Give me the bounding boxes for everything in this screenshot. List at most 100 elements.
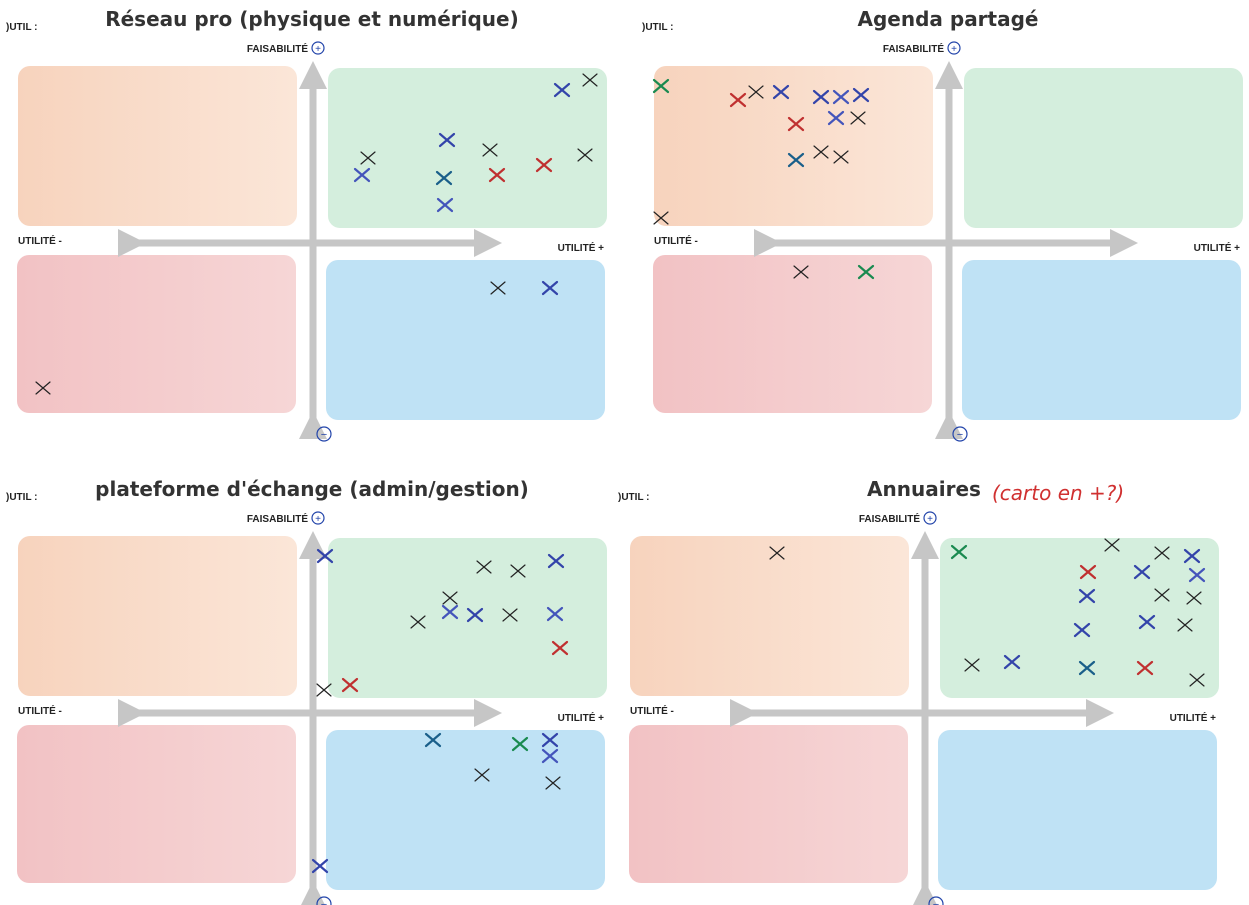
cross-mark xyxy=(466,607,484,623)
y-axis-label: FAISABILITÉ xyxy=(859,512,920,525)
cross-mark xyxy=(787,152,805,168)
y-axis-label: FAISABILITÉ xyxy=(883,42,944,55)
cross-mark xyxy=(653,211,669,225)
cross-mark xyxy=(1138,614,1156,630)
cross-mark xyxy=(438,132,456,148)
cross-mark xyxy=(490,281,506,295)
cross-mark xyxy=(436,197,454,213)
x-axis-minus-label: UTILITÉ - xyxy=(18,704,62,717)
cross-mark xyxy=(1003,654,1021,670)
quadrant-low-utility-high-feasibility xyxy=(18,66,297,226)
y-axis-label: FAISABILITÉ xyxy=(247,512,308,525)
cross-mark xyxy=(1079,564,1097,580)
cross-mark xyxy=(813,145,829,159)
cross-mark xyxy=(652,78,670,94)
quadrant-low-utility-low-feasibility xyxy=(629,725,908,883)
quadrant-high-utility-high-feasibility xyxy=(964,68,1243,228)
cross-mark xyxy=(541,280,559,296)
x-axis-minus-label: UTILITÉ - xyxy=(654,234,698,247)
circle-minus xyxy=(316,896,332,905)
minus-sign: − xyxy=(321,899,327,905)
circle-minus xyxy=(928,896,944,905)
circle-plus xyxy=(311,41,325,55)
cross-mark xyxy=(535,157,553,173)
cross-mark xyxy=(541,732,559,748)
circle-plus xyxy=(923,511,937,525)
quadrant-high-utility-low-feasibility xyxy=(938,730,1217,890)
cross-mark xyxy=(482,143,498,157)
handwritten-marks xyxy=(652,78,875,280)
cross-mark xyxy=(850,111,866,125)
cross-mark xyxy=(582,73,598,87)
cross-mark xyxy=(488,167,506,183)
handwritten-annotation: (carto en +?) xyxy=(992,481,1124,505)
cross-mark xyxy=(793,265,809,279)
cross-mark xyxy=(833,150,849,164)
cross-mark xyxy=(1073,622,1091,638)
quadrant-high-utility-high-feasibility xyxy=(328,68,607,228)
quadrant-sheet: )UTIL : Annuaires (carto en +?) FAISABILITÉ… xyxy=(618,477,1219,905)
cross-mark xyxy=(1078,588,1096,604)
x-axis-plus-label: UTILITÉ + xyxy=(1170,711,1217,724)
circle-minus xyxy=(952,426,968,442)
cross-mark xyxy=(748,85,764,99)
x-axis-plus-label: UTILITÉ + xyxy=(558,241,605,254)
cross-mark xyxy=(442,591,458,605)
plus-sign: + xyxy=(951,44,957,55)
quadrant-low-utility-low-feasibility xyxy=(17,255,296,413)
cross-mark xyxy=(964,658,980,672)
cross-mark xyxy=(729,92,747,108)
plus-sign: + xyxy=(927,514,933,525)
circle-plus xyxy=(311,511,325,525)
sheet-title: plateforme d'échange (admin/gestion) xyxy=(95,477,529,501)
cross-mark xyxy=(547,553,565,569)
cross-mark xyxy=(1154,588,1170,602)
cross-mark xyxy=(316,683,332,697)
x-axis-plus-label: UTILITÉ + xyxy=(558,711,605,724)
sheet-title: Annuaires xyxy=(867,477,981,501)
cross-mark xyxy=(832,89,850,105)
minus-sign: − xyxy=(321,429,327,441)
cross-mark xyxy=(316,548,334,564)
cross-mark xyxy=(950,544,968,560)
cross-mark xyxy=(1189,673,1205,687)
cross-mark xyxy=(1078,660,1096,676)
cross-mark xyxy=(502,608,518,622)
cross-mark xyxy=(435,170,453,186)
sheet-title: Agenda partagé xyxy=(858,7,1039,31)
cross-mark xyxy=(360,151,376,165)
x-axis-minus-label: UTILITÉ - xyxy=(630,704,674,717)
cross-mark xyxy=(35,381,51,395)
y-axis-label: FAISABILITÉ xyxy=(247,42,308,55)
quadrant-high-utility-low-feasibility xyxy=(962,260,1241,420)
circle-plus xyxy=(947,41,961,55)
cross-mark xyxy=(812,89,830,105)
quadrant-low-utility-high-feasibility xyxy=(630,536,909,696)
quadrant-low-utility-high-feasibility xyxy=(654,66,933,226)
plus-sign: + xyxy=(315,44,321,55)
handwritten-marks xyxy=(311,548,569,874)
cross-mark xyxy=(787,116,805,132)
quadrant-low-utility-high-feasibility xyxy=(18,536,297,696)
x-axis-minus-label: UTILITÉ - xyxy=(18,234,62,247)
cross-mark xyxy=(474,768,490,782)
cross-mark xyxy=(1186,591,1202,605)
minus-sign: − xyxy=(957,429,963,441)
cross-mark xyxy=(476,560,492,574)
outil-label: )UTIL : xyxy=(6,22,37,33)
cross-mark xyxy=(1154,546,1170,560)
quadrant-low-utility-low-feasibility xyxy=(653,255,932,413)
cross-mark xyxy=(510,564,526,578)
quadrant-sheet: )UTIL : plateforme d'échange (admin/gesti… xyxy=(6,477,607,905)
sheet-title: Réseau pro (physique et numérique) xyxy=(105,7,519,31)
cross-mark xyxy=(852,87,870,103)
cross-mark xyxy=(553,82,571,98)
cross-mark xyxy=(1188,567,1206,583)
handwritten-marks xyxy=(35,73,598,395)
cross-mark xyxy=(424,732,442,748)
cross-mark xyxy=(410,615,426,629)
cross-mark xyxy=(857,264,875,280)
cross-mark xyxy=(511,736,529,752)
outil-label: )UTIL : xyxy=(642,22,673,33)
